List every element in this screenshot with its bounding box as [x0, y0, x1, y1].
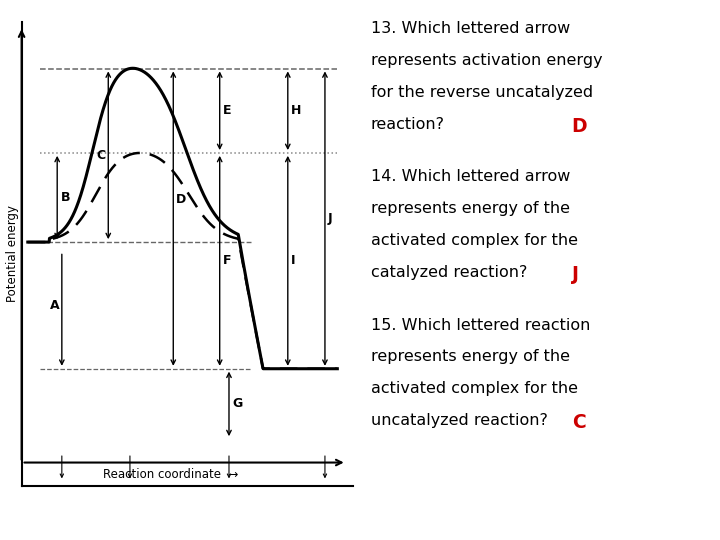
- Text: represents energy of the: represents energy of the: [371, 201, 570, 216]
- Text: D: D: [572, 117, 588, 136]
- Text: C: C: [572, 413, 585, 432]
- Text: J: J: [572, 265, 579, 284]
- Text: 14. Which lettered arrow: 14. Which lettered arrow: [371, 170, 570, 185]
- Text: E: E: [222, 104, 231, 117]
- Text: represents energy of the: represents energy of the: [371, 349, 570, 364]
- Text: F: F: [222, 254, 231, 267]
- Text: 15. Which lettered reaction: 15. Which lettered reaction: [371, 318, 590, 333]
- Text: I: I: [291, 254, 295, 267]
- Text: reaction?: reaction?: [371, 117, 444, 132]
- Text: J: J: [328, 212, 333, 225]
- Text: 13. Which lettered arrow: 13. Which lettered arrow: [371, 21, 570, 36]
- Text: H: H: [291, 104, 301, 117]
- Text: activated complex for the: activated complex for the: [371, 233, 577, 248]
- Text: represents activation energy: represents activation energy: [371, 53, 602, 68]
- Text: uncatalyzed reaction?: uncatalyzed reaction?: [371, 413, 547, 428]
- Text: G: G: [232, 397, 243, 410]
- Text: Reaction coordinate  →: Reaction coordinate →: [103, 468, 238, 481]
- Text: catalyzed reaction?: catalyzed reaction?: [371, 265, 527, 280]
- Text: for the reverse uncatalyzed: for the reverse uncatalyzed: [371, 85, 593, 100]
- Text: B: B: [61, 191, 71, 204]
- Y-axis label: Potential energy: Potential energy: [6, 205, 19, 302]
- Text: activated complex for the: activated complex for the: [371, 381, 577, 396]
- Text: A: A: [50, 299, 59, 312]
- Text: C: C: [96, 149, 105, 162]
- Text: D: D: [176, 193, 186, 206]
